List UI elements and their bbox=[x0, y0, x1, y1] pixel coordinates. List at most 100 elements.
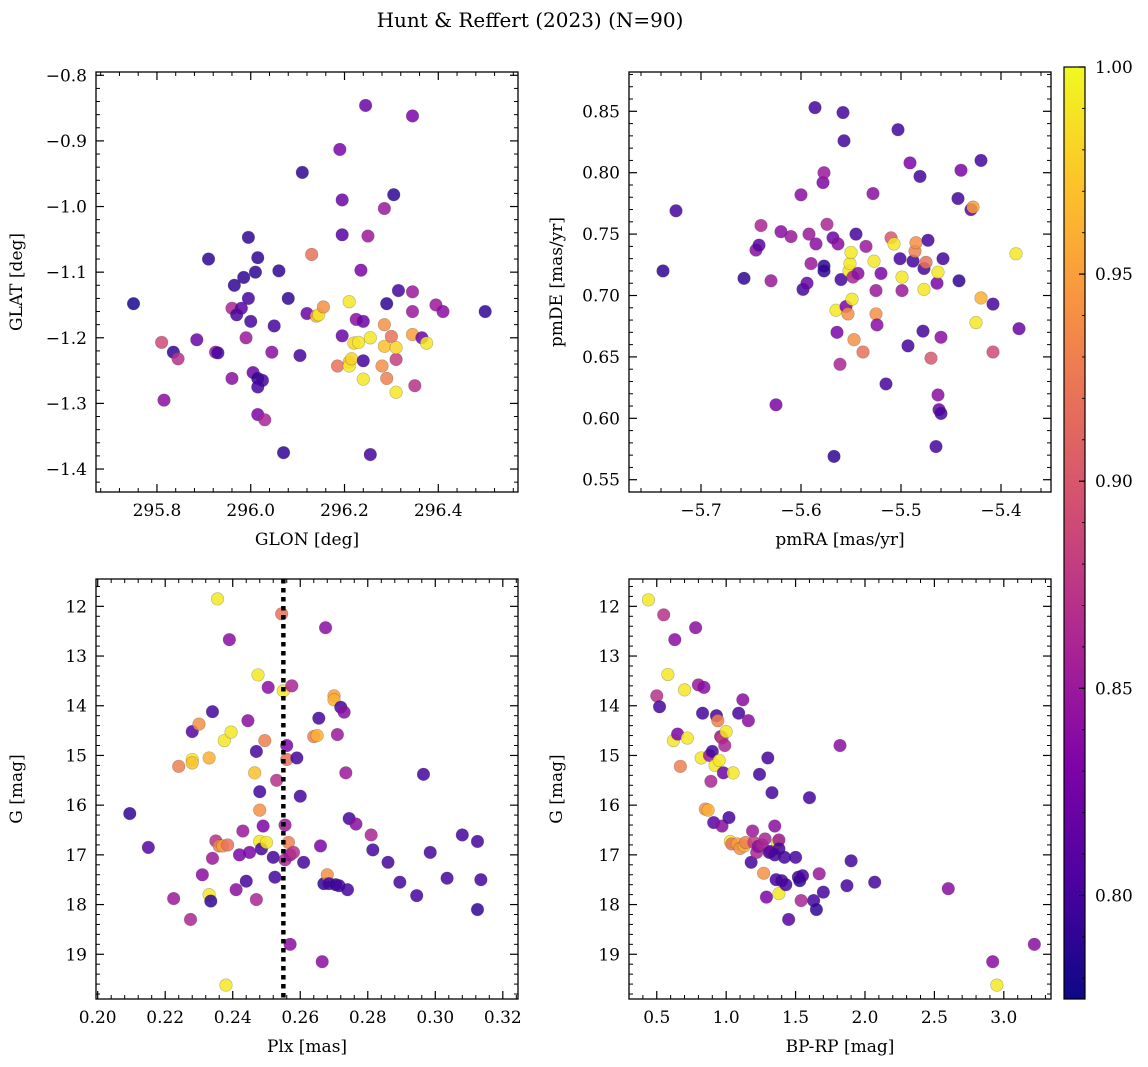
data-point bbox=[258, 733, 272, 748]
x-tick-label: 3.0 bbox=[990, 1008, 1017, 1028]
data-point bbox=[817, 166, 831, 180]
data-point bbox=[211, 346, 225, 360]
data-point bbox=[990, 978, 1004, 992]
data-point bbox=[266, 850, 280, 864]
data-point bbox=[293, 789, 307, 803]
x-tick-label: 296.4 bbox=[414, 501, 463, 521]
data-point bbox=[167, 891, 181, 906]
data-point bbox=[155, 335, 169, 349]
data-point bbox=[695, 706, 710, 720]
data-point bbox=[715, 819, 729, 833]
colorbar-tick-label: 0.90 bbox=[1095, 472, 1133, 492]
data-point bbox=[316, 300, 331, 314]
data-point bbox=[830, 325, 844, 339]
data-point bbox=[936, 252, 950, 266]
data-point bbox=[253, 803, 267, 817]
data-point bbox=[764, 274, 778, 288]
data-point bbox=[202, 751, 216, 765]
data-point bbox=[917, 282, 931, 296]
data-point bbox=[241, 714, 255, 728]
data-point bbox=[795, 869, 810, 883]
data-point bbox=[1012, 322, 1026, 336]
data-point bbox=[171, 352, 185, 366]
data-point bbox=[808, 101, 822, 115]
data-point bbox=[705, 744, 719, 759]
data-point bbox=[330, 359, 345, 373]
colorbar-gradient bbox=[1063, 66, 1086, 1000]
data-point bbox=[869, 307, 883, 321]
data-point bbox=[283, 937, 297, 951]
x-axis-label: BP-RP [mag] bbox=[786, 1037, 895, 1057]
data-point bbox=[244, 314, 258, 328]
data-point bbox=[741, 714, 755, 728]
data-point bbox=[310, 728, 324, 743]
data-point bbox=[673, 759, 687, 773]
data-point bbox=[951, 191, 965, 206]
data-point bbox=[701, 803, 715, 817]
data-point bbox=[363, 447, 377, 462]
data-point bbox=[305, 247, 319, 262]
data-point bbox=[870, 318, 884, 332]
data-point bbox=[249, 744, 263, 759]
data-point bbox=[788, 850, 803, 864]
y-tick-label: 0.70 bbox=[582, 287, 620, 307]
data-point bbox=[851, 266, 865, 281]
y-tick-label: 0.65 bbox=[582, 348, 620, 368]
data-point bbox=[351, 335, 366, 349]
data-point bbox=[239, 331, 253, 345]
x-tick-label: 0.20 bbox=[79, 1008, 117, 1028]
data-point bbox=[969, 315, 983, 330]
data-point bbox=[236, 824, 250, 838]
data-point bbox=[661, 667, 675, 682]
data-point bbox=[141, 840, 155, 855]
data-point bbox=[809, 902, 824, 917]
y-tick-label: 14 bbox=[65, 697, 87, 717]
data-point bbox=[337, 705, 351, 719]
x-tick-label: 0.32 bbox=[484, 1008, 522, 1028]
data-point bbox=[241, 291, 255, 306]
data-point bbox=[436, 304, 450, 319]
data-point bbox=[339, 766, 353, 780]
data-point bbox=[689, 621, 703, 635]
data-point bbox=[669, 204, 683, 218]
y-tick-label: 0.55 bbox=[582, 471, 620, 491]
panel-bprp-g: 0.5 1.0 1.5 2.0 2.5 3.0 12 13 14 15 16 17 18 19 BP-RP … bbox=[547, 578, 1052, 1057]
data-point bbox=[841, 307, 855, 321]
data-point bbox=[293, 348, 307, 363]
x-tick-label: −5.4 bbox=[980, 501, 1021, 521]
data-point bbox=[335, 228, 349, 242]
data-point bbox=[931, 265, 945, 279]
y-tick-label: −1.3 bbox=[46, 394, 87, 414]
x-tick-label: 296.0 bbox=[226, 501, 275, 521]
x-axis-label: GLON [deg] bbox=[255, 530, 359, 550]
axes-frame bbox=[628, 578, 1052, 1000]
data-point bbox=[752, 767, 767, 781]
panel-glon-glat: 295.8 296.0 296.2 296.4 −1.4 −1.3 −1.2 −1.1 −1.0… bbox=[7, 66, 519, 550]
data-point bbox=[657, 608, 671, 622]
data-point bbox=[241, 230, 255, 244]
data-point bbox=[195, 868, 209, 882]
x-tick-label: −5.5 bbox=[880, 501, 921, 521]
data-point bbox=[745, 824, 760, 838]
y-tick-label: 0.75 bbox=[582, 225, 620, 245]
axes-frame bbox=[628, 71, 1052, 493]
data-point bbox=[844, 854, 858, 868]
data-point bbox=[344, 352, 359, 366]
data-point bbox=[779, 878, 793, 892]
y-tick-label: 13 bbox=[598, 647, 620, 667]
data-point bbox=[758, 832, 772, 846]
data-point bbox=[737, 271, 751, 285]
data-point bbox=[183, 912, 198, 927]
data-point bbox=[844, 245, 858, 260]
y-tick-label: 0.85 bbox=[582, 102, 620, 122]
x-tick-label: 0.5 bbox=[643, 1008, 670, 1028]
data-point bbox=[931, 388, 945, 402]
data-point bbox=[405, 304, 420, 319]
data-point bbox=[840, 879, 854, 893]
data-point bbox=[891, 123, 905, 137]
data-point bbox=[251, 251, 265, 265]
data-point bbox=[295, 165, 309, 180]
data-point bbox=[752, 238, 766, 252]
data-point bbox=[650, 689, 664, 703]
y-axis-label: G [mag] bbox=[7, 754, 27, 823]
